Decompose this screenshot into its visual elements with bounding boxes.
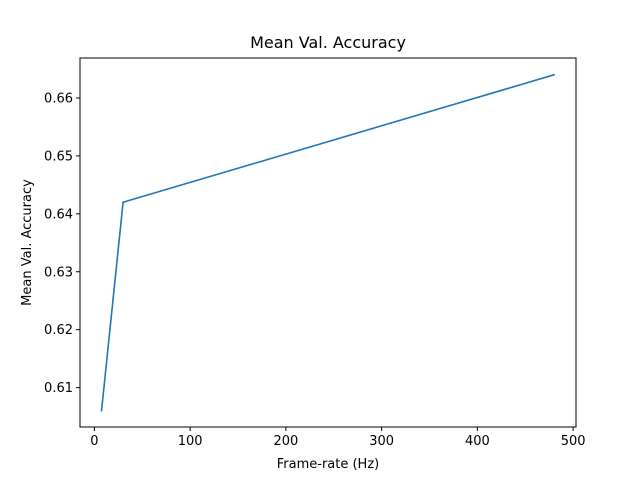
x-axis-label: Frame-rate (Hz) <box>277 457 379 472</box>
x-tick-label: 100 <box>178 434 203 449</box>
x-tick-label: 300 <box>369 434 394 449</box>
x-tick-label: 0 <box>90 434 98 449</box>
x-axis: 0 100 200 300 400 500 <box>90 427 586 449</box>
y-axis: 0.61 0.62 0.63 0.64 0.65 0.66 <box>44 91 80 396</box>
y-axis-label: Mean Val. Accuracy <box>20 179 35 306</box>
plot-layer <box>100 73 555 412</box>
x-tick-label: 200 <box>273 434 298 449</box>
chart-title: Mean Val. Accuracy <box>250 33 406 52</box>
plot-frame <box>79 57 577 428</box>
x-tick-label: 400 <box>465 434 490 449</box>
y-tick-label: 0.61 <box>44 381 73 396</box>
data-point <box>553 73 555 76</box>
y-tick-label: 0.64 <box>44 207 73 222</box>
y-tick-label: 0.65 <box>44 149 73 164</box>
y-tick-label: 0.62 <box>44 323 73 338</box>
y-tick-label: 0.66 <box>44 91 73 106</box>
x-tick-label: 500 <box>561 434 586 449</box>
data-point <box>122 201 124 204</box>
data-point <box>100 409 103 412</box>
y-tick-label: 0.63 <box>44 265 73 280</box>
